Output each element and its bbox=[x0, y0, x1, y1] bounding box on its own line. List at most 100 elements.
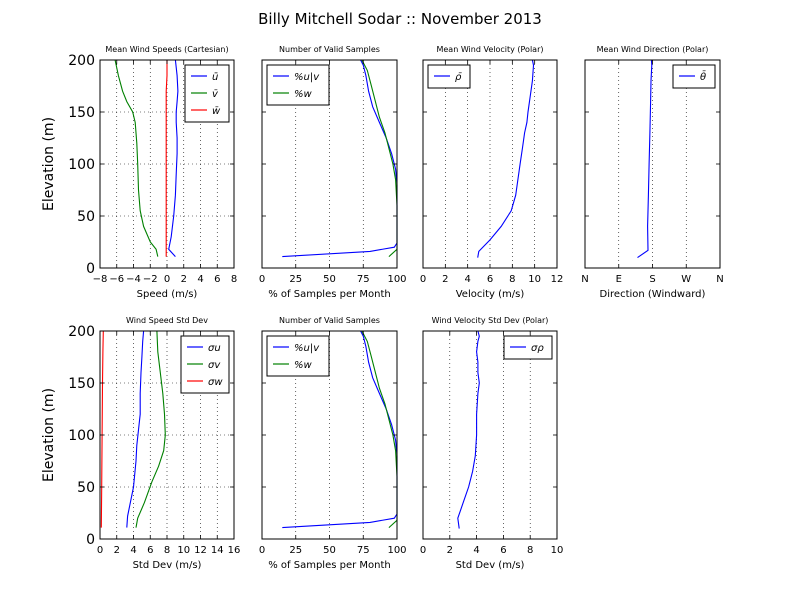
x-tick-label: 0 bbox=[259, 545, 265, 556]
x-tick-label: 25 bbox=[289, 545, 302, 556]
legend-label: σv bbox=[208, 360, 221, 371]
x-tick-label: 8 bbox=[509, 274, 515, 285]
y-tick-label: 50 bbox=[77, 480, 95, 496]
x-tick-label: 12 bbox=[194, 545, 207, 556]
x-tick-label: S bbox=[649, 274, 655, 285]
gridlines bbox=[445, 60, 535, 268]
x-tick-label: E bbox=[616, 274, 622, 285]
legend-label: %u|v bbox=[294, 72, 320, 83]
gridlines bbox=[100, 331, 234, 539]
legend-label: σρ bbox=[531, 343, 544, 354]
gridlines bbox=[618, 60, 687, 268]
y-tick-label: 0 bbox=[86, 532, 95, 548]
x-tick-label: 4 bbox=[464, 274, 470, 285]
legend-label: σw bbox=[208, 377, 223, 388]
x-tick-label: 4 bbox=[130, 545, 136, 556]
legend-box bbox=[503, 335, 553, 360]
series-line-1 bbox=[282, 330, 398, 529]
axes-frame bbox=[422, 330, 558, 540]
series-line-1 bbox=[477, 59, 535, 258]
series-line-1 bbox=[637, 59, 653, 259]
x-tick-label: 0 bbox=[420, 545, 426, 556]
x-tick-label: 75 bbox=[357, 274, 370, 285]
legend-label: %w bbox=[294, 89, 313, 100]
x-tick-label: N bbox=[581, 274, 588, 285]
gridlines bbox=[295, 331, 364, 539]
panel-title: Wind Velocity Std Dev (Polar) bbox=[432, 316, 549, 325]
panel-title: Mean Wind Direction (Polar) bbox=[597, 45, 709, 54]
series-line-1 bbox=[457, 330, 480, 529]
legend-label: %w bbox=[294, 360, 313, 371]
x-tick-label: N bbox=[716, 274, 723, 285]
series-line-3 bbox=[100, 330, 104, 528]
y-axis-label: Elevation (m) bbox=[41, 117, 57, 211]
x-tick-label: 2 bbox=[114, 545, 120, 556]
legend-box bbox=[266, 335, 330, 377]
x-axis-label: Std Dev (m/s) bbox=[456, 560, 525, 571]
x-tick-label: 10 bbox=[551, 545, 564, 556]
y-axis-label: Elevation (m) bbox=[41, 388, 57, 482]
x-axis-label: % of Samples per Month bbox=[268, 289, 391, 300]
x-tick-label: 6 bbox=[214, 274, 220, 285]
x-tick-label: 6 bbox=[147, 545, 153, 556]
x-tick-label: 2 bbox=[447, 545, 453, 556]
panel-title: Mean Wind Velocity (Polar) bbox=[436, 45, 543, 54]
y-tick-label: 200 bbox=[68, 324, 95, 340]
legend-label: w̄ bbox=[212, 106, 221, 117]
legend: θ̄ bbox=[672, 64, 716, 89]
x-tick-label: −6 bbox=[109, 274, 124, 285]
y-tick-label: 100 bbox=[68, 428, 95, 444]
x-tick-label: 2 bbox=[442, 274, 448, 285]
y-tick-label: 150 bbox=[68, 105, 95, 121]
x-tick-label: 10 bbox=[528, 274, 541, 285]
x-tick-label: 6 bbox=[500, 545, 506, 556]
x-tick-label: 8 bbox=[164, 545, 170, 556]
legend-label: v̄ bbox=[212, 89, 219, 100]
series-line-2 bbox=[361, 330, 398, 529]
legend: σρ bbox=[503, 335, 553, 360]
legend-label: θ̄ bbox=[700, 70, 706, 83]
chart-panel-7: 0 2 4 6 8 10 Wind Velocity Std Dev (Polar) Std … bbox=[420, 316, 564, 571]
chart-panel-2: 0 25 50 75 100 Number of Valid Samples % of Sa… bbox=[259, 45, 407, 300]
series-line-3 bbox=[165, 60, 168, 257]
x-tick-label: 2 bbox=[181, 274, 187, 285]
x-tick-label: −4 bbox=[126, 274, 141, 285]
legend-label: %u|v bbox=[294, 343, 320, 354]
x-tick-label: 8 bbox=[527, 545, 533, 556]
legend-label: ρ̄ bbox=[455, 72, 462, 83]
x-tick-label: 50 bbox=[323, 274, 336, 285]
y-tick-label: 150 bbox=[68, 376, 95, 392]
chart-panel-4: N E S W N Mean Wind Direction (Polar) Directio… bbox=[581, 45, 723, 300]
x-tick-label: −2 bbox=[143, 274, 158, 285]
x-tick-label: 25 bbox=[289, 274, 302, 285]
x-axis-label: Std Dev (m/s) bbox=[133, 560, 202, 571]
chart-panel-3: 0 2 4 6 8 10 12 Mean Wind Velocity (Polar) Veloc… bbox=[420, 45, 564, 300]
x-tick-label: 4 bbox=[197, 274, 203, 285]
legend: σu σv σw bbox=[180, 335, 230, 394]
panel-title: Wind Speed Std Dev bbox=[126, 316, 208, 325]
x-tick-label: 0 bbox=[97, 545, 103, 556]
x-tick-label: 50 bbox=[323, 545, 336, 556]
x-tick-label: 4 bbox=[473, 545, 479, 556]
x-axis-label: Direction (Windward) bbox=[600, 289, 706, 300]
series-line-1 bbox=[168, 59, 179, 257]
y-tick-label: 50 bbox=[77, 209, 95, 225]
x-tick-label: 16 bbox=[228, 545, 241, 556]
legend: ū v̄ w̄ bbox=[184, 64, 230, 123]
x-tick-label: 6 bbox=[487, 274, 493, 285]
gridlines bbox=[100, 60, 234, 268]
figure-title: Billy Mitchell Sodar :: November 2013 bbox=[258, 10, 542, 28]
series-line-1 bbox=[282, 59, 398, 258]
gridlines bbox=[295, 60, 364, 268]
x-tick-label: −8 bbox=[93, 274, 108, 285]
x-axis-label: Velocity (m/s) bbox=[456, 289, 525, 300]
series-line-2 bbox=[135, 330, 166, 528]
legend: ρ̄ bbox=[427, 64, 471, 89]
legend-box bbox=[266, 64, 330, 106]
legend: %u|v %w bbox=[266, 64, 330, 106]
x-tick-label: W bbox=[681, 274, 691, 285]
